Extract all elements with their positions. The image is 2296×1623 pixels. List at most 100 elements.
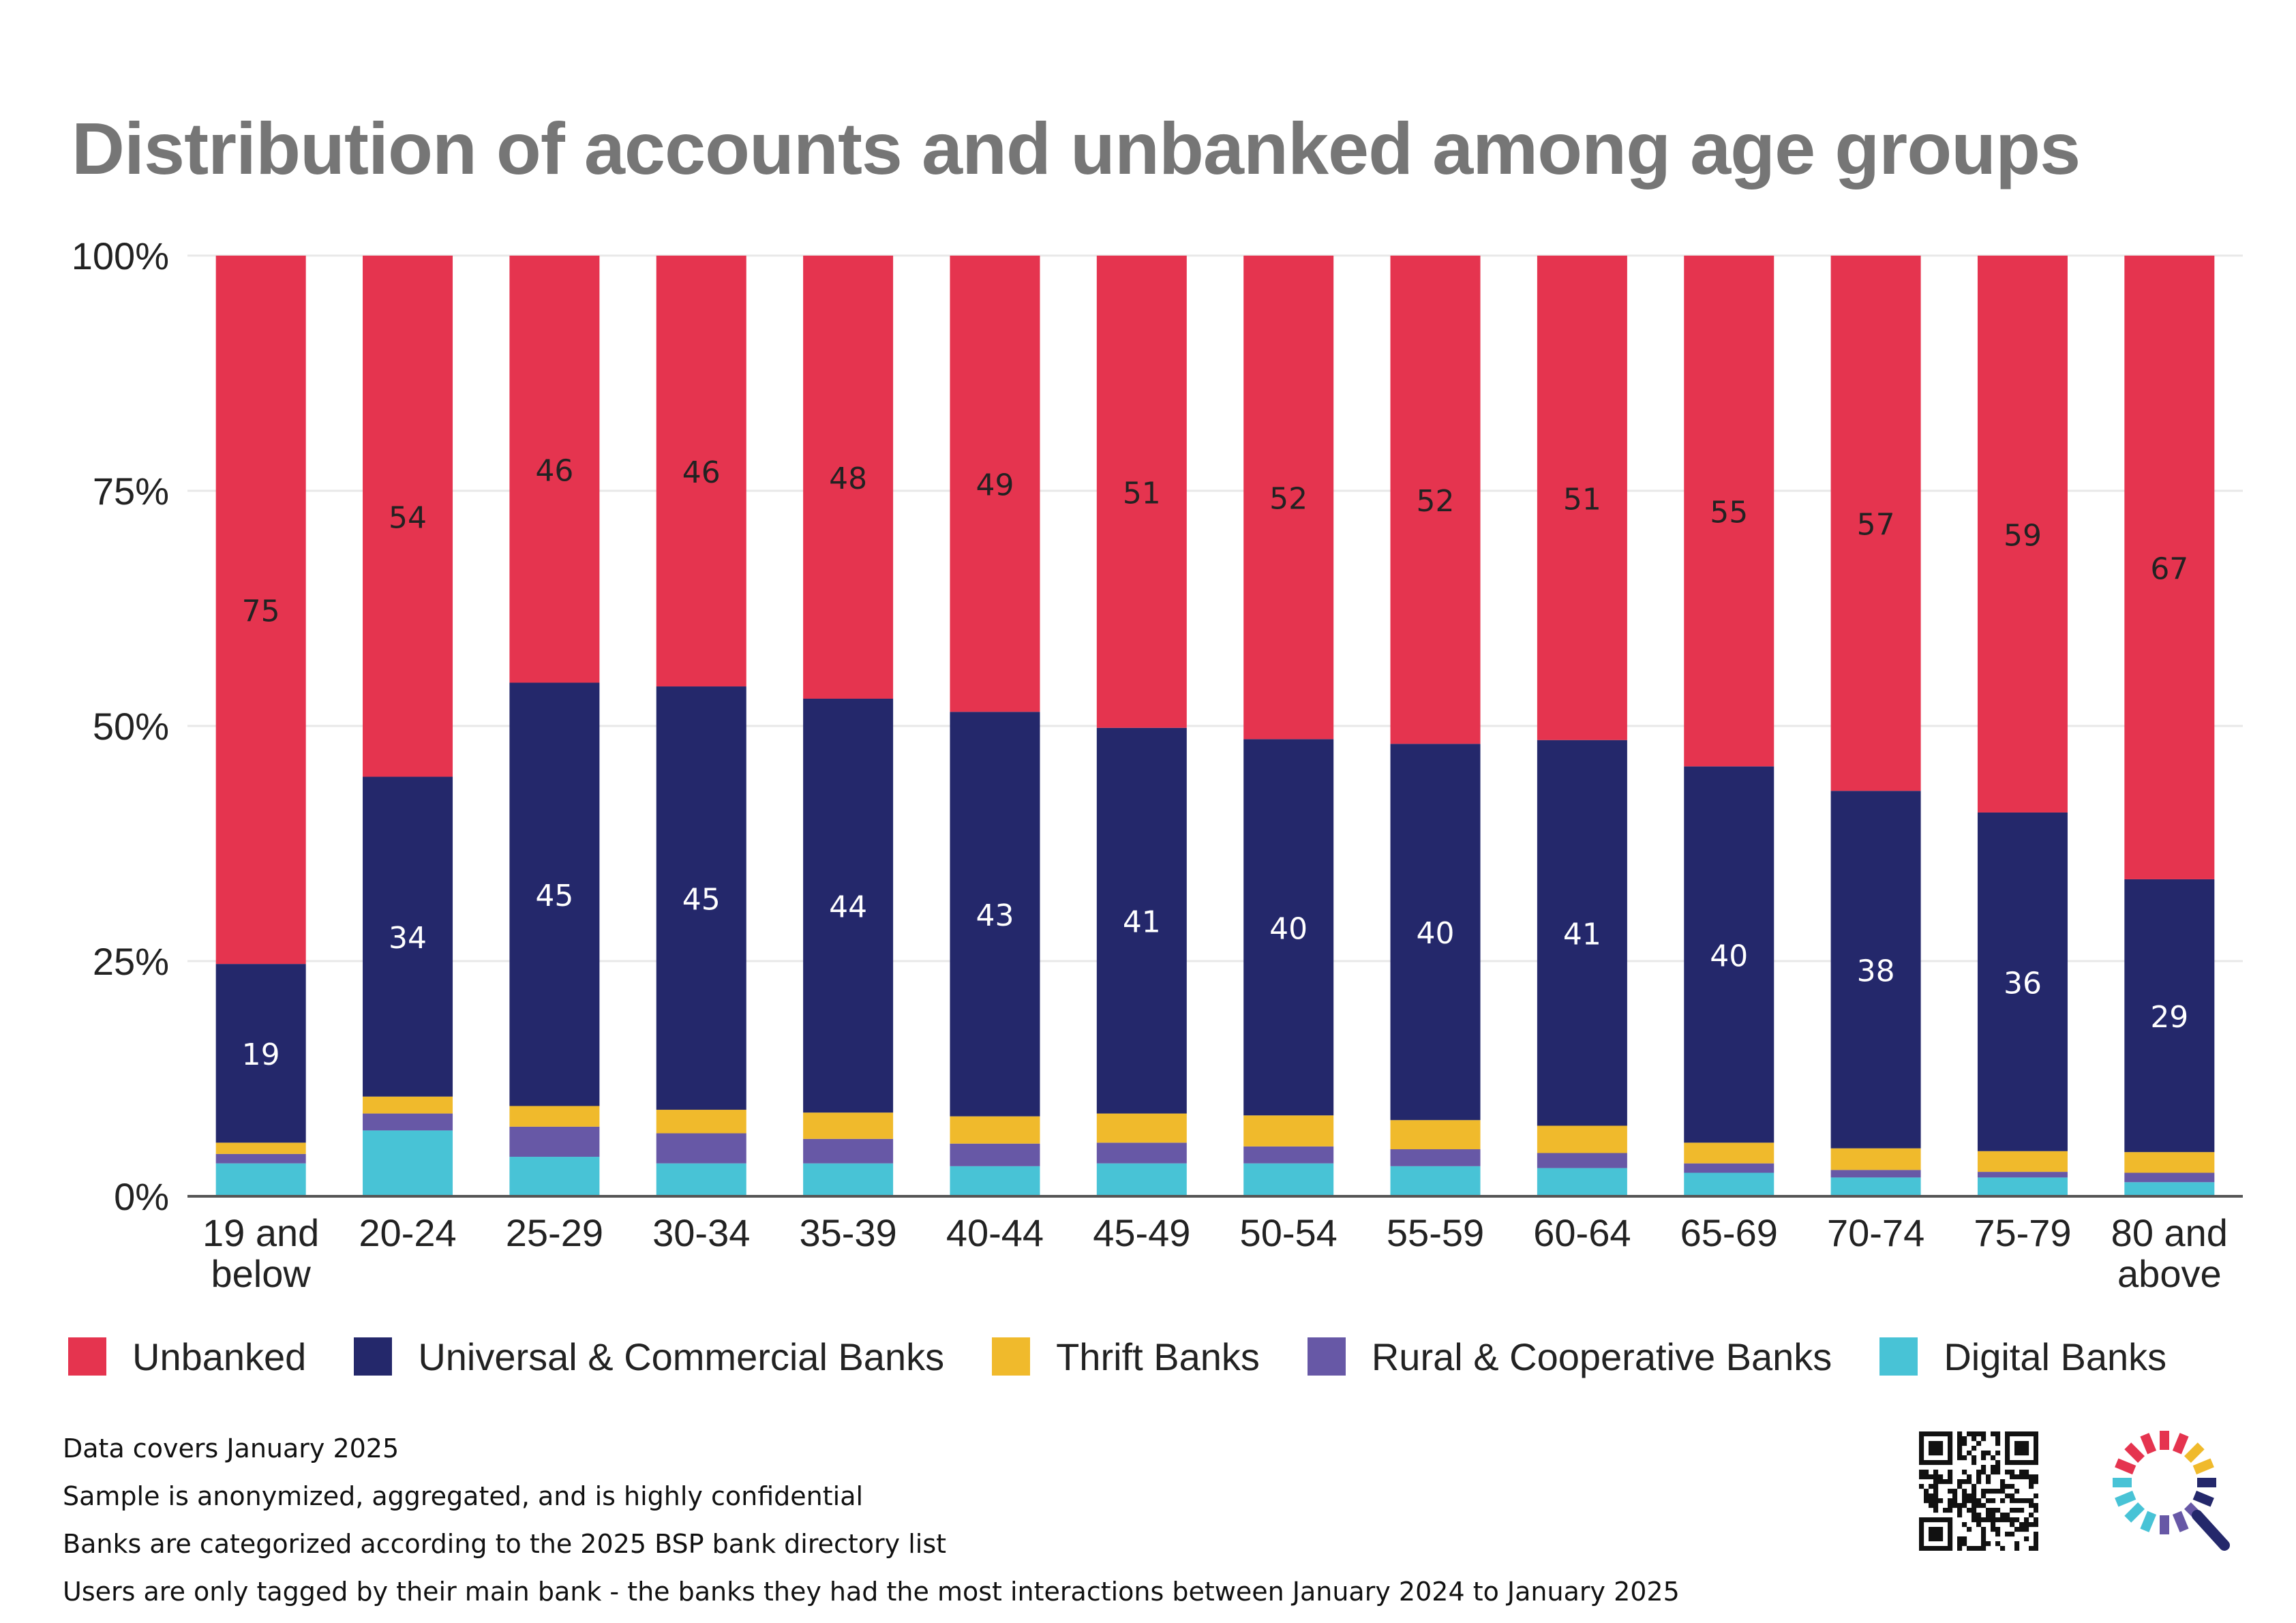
qr-module [1962,1479,1967,1485]
qr-module [1995,1465,2001,1470]
qr-module [2005,1517,2010,1523]
bar-segment [1684,766,1774,1143]
qr-module [1938,1474,1944,1480]
qr-module [1972,1436,1977,1442]
qr-module [1933,1503,1939,1508]
qr-module [1976,1498,1982,1504]
logo-ring-segment [2113,1478,2132,1487]
qr-module [1986,1517,1991,1523]
qr-module [1981,1465,1987,1470]
qr-module [1967,1498,1972,1504]
legend-label-thrift: Thrift Banks [1056,1335,1260,1378]
qr-module [1948,1460,1953,1466]
qr-module [1957,1441,1963,1446]
x-tick-label: above [2117,1252,2222,1295]
qr-module [1948,1517,1953,1523]
qr-module [1919,1441,1924,1446]
qr-module [2029,1522,2034,1528]
bar-segment [363,776,453,1097]
qr-module [1995,1470,2001,1475]
bar-segment [1684,1163,1774,1173]
qr-module [1967,1479,1972,1485]
data-label: 54 [389,500,427,535]
qr-module [1962,1470,1967,1475]
qr-module [2010,1517,2015,1523]
logo-ring-segment [2115,1458,2136,1475]
qr-module [2005,1532,2010,1537]
qr-module [2014,1541,2020,1547]
legend-swatch-universal-commercial [354,1337,393,1376]
qr-module [1957,1446,1963,1451]
brand-logo-icon [2113,1431,2230,1551]
qr-module [1938,1517,1944,1523]
qr-module [1938,1460,1944,1466]
qr-module [1967,1474,1972,1480]
footnotes: Data covers January 2025 Sample is anony… [63,1425,1680,1616]
bar-segment [1830,1177,1921,1196]
qr-module [1957,1541,1963,1547]
bar-segment [1096,727,1187,1114]
qr-module [2014,1460,2020,1466]
qr-module [1991,1527,1996,1532]
qr-module [1991,1465,1996,1470]
qr-module [2019,1474,2025,1480]
qr-module [1929,1517,1934,1523]
qr-module [1972,1503,1977,1508]
qr-module [1986,1479,1991,1485]
data-label: 55 [1710,496,1748,530]
qr-module [1957,1546,1963,1551]
qr-module [2019,1508,2025,1513]
qr-module [1957,1484,1963,1489]
qr-module [1919,1546,1924,1551]
qr-module [1948,1527,1953,1532]
qr-module [1919,1484,1924,1489]
qr-code-icon[interactable] [1919,1431,2038,1551]
bar-segment [950,256,1040,712]
bar-segment [1096,1113,1187,1143]
bar-segment [1830,1148,1921,1170]
bar-segment [656,1163,746,1196]
bar-segment [363,1130,453,1196]
qr-module [1981,1503,1987,1508]
logo-ring-segment [2140,1433,2157,1455]
qr-module [1924,1474,1929,1480]
qr-module [2024,1451,2029,1456]
qr-module [2019,1470,2025,1475]
qr-module [1938,1546,1944,1551]
qr-module [1976,1474,1982,1480]
qr-module [1991,1522,1996,1528]
qr-module [1933,1431,1939,1437]
legend-item-unbanked: Unbanked [68,1335,306,1379]
qr-module [1919,1451,1924,1456]
data-label: 19 [242,1037,280,1072]
bar-segment [215,1153,306,1164]
qr-module [1924,1489,1929,1494]
qr-module [1981,1436,1987,1442]
qr-module [1976,1441,1982,1446]
qr-module [1924,1431,1929,1437]
bar-segment [1537,740,1627,1126]
qr-module [1943,1431,1948,1437]
qr-module [1972,1446,1977,1451]
qr-module [1995,1489,2001,1494]
qr-module [1986,1451,1991,1456]
qr-module [1976,1503,1982,1508]
qr-module [2024,1474,2029,1480]
bar-segment [803,1163,894,1196]
qr-module [1972,1517,1977,1523]
data-label: 59 [2004,518,2042,553]
logo-magnifier-handle [2192,1510,2230,1551]
qr-module [1995,1436,2001,1442]
qr-module [1967,1508,1972,1513]
qr-module [1929,1431,1934,1437]
qr-module [1986,1474,1991,1480]
qr-module [1972,1498,1977,1504]
qr-module [1924,1546,1929,1551]
x-tick-label: 20-24 [359,1211,456,1254]
qr-module [1924,1498,1929,1504]
bar-segment [1977,256,2068,813]
legend-label-universal-commercial: Universal & Commercial Banks [418,1335,945,1378]
qr-module [1933,1451,1939,1456]
qr-module [2019,1498,2025,1504]
